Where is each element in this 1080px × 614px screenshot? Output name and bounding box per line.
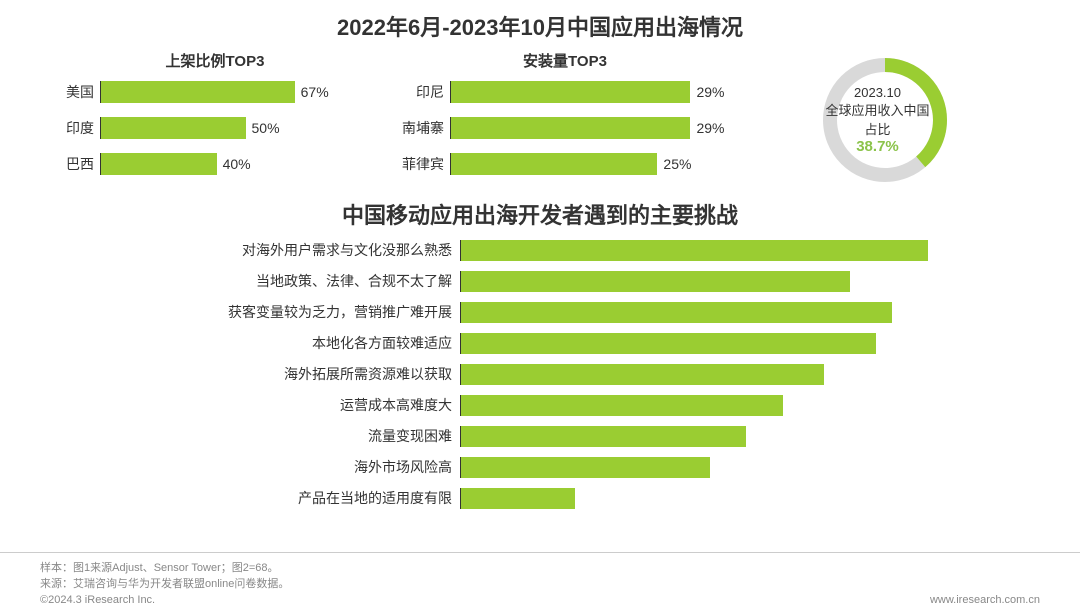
footer: 样本：图1来源Adjust、Sensor Tower；图2=68。 来源：艾瑞咨… bbox=[0, 552, 1080, 614]
challenges-chart: 对海外用户需求与文化没那么熟悉当地政策、法律、合规不太了解获客变量较为乏力，营销… bbox=[0, 230, 1080, 519]
top-chart-2-title: 安装量TOP3 bbox=[390, 50, 740, 71]
top2-label: 菲律宾 bbox=[390, 154, 450, 174]
top2-row: 菲律宾 25% bbox=[390, 149, 740, 179]
main-title: 2022年6月-2023年10月中国应用出海情况 bbox=[0, 0, 1080, 42]
challenge-row: 流量变现困难 bbox=[100, 422, 980, 450]
challenge-track bbox=[460, 333, 980, 354]
top-section: 上架比例TOP3 美国67%印度50%巴西40% 安装量TOP3 印尼29%南埔… bbox=[0, 42, 1080, 194]
top2-label: 印尼 bbox=[390, 82, 450, 102]
challenge-row: 海外拓展所需资源难以获取 bbox=[100, 360, 980, 388]
challenge-bar bbox=[461, 302, 892, 323]
top2-row: 南埔寨 29% bbox=[390, 113, 740, 143]
top1-label: 美国 bbox=[40, 82, 100, 102]
challenge-label: 获客变量较为乏力，营销推广难开展 bbox=[100, 302, 460, 322]
top2-value: 29% bbox=[690, 117, 724, 139]
challenge-bar bbox=[461, 395, 783, 416]
footer-copyright: ©2024.3 iResearch Inc. bbox=[40, 594, 155, 606]
donut-pct: 38.7% bbox=[820, 138, 935, 155]
top1-value: 40% bbox=[217, 153, 251, 175]
top1-value: 50% bbox=[246, 117, 280, 139]
top-chart-1: 上架比例TOP3 美国 67% 印度 50% 巴西 40% bbox=[40, 50, 390, 185]
challenge-bar bbox=[461, 271, 850, 292]
footer-source: 来源：艾瑞咨询与华为开发者联盟online问卷数据。 bbox=[40, 575, 1040, 591]
top2-bar bbox=[451, 117, 690, 139]
challenge-row: 当地政策、法律、合规不太了解 bbox=[100, 267, 980, 295]
challenge-bar bbox=[461, 426, 746, 447]
top2-value: 29% bbox=[690, 81, 724, 103]
top1-track: 67% bbox=[100, 81, 390, 103]
challenge-track bbox=[460, 426, 980, 447]
challenge-row: 获客变量较为乏力，营销推广难开展 bbox=[100, 298, 980, 326]
top2-track: 25% bbox=[450, 153, 740, 175]
challenge-label: 海外拓展所需资源难以获取 bbox=[100, 364, 460, 384]
top2-bar bbox=[451, 153, 657, 175]
top2-label: 南埔寨 bbox=[390, 118, 450, 138]
top1-bar bbox=[101, 117, 246, 139]
challenge-label: 当地政策、法律、合规不太了解 bbox=[100, 271, 460, 291]
challenge-row: 本地化各方面较难适应 bbox=[100, 329, 980, 357]
challenge-label: 本地化各方面较难适应 bbox=[100, 333, 460, 353]
challenge-label: 海外市场风险高 bbox=[100, 457, 460, 477]
top2-track: 29% bbox=[450, 117, 740, 139]
footer-sample: 样本：图1来源Adjust、Sensor Tower；图2=68。 bbox=[40, 559, 1040, 575]
top2-bar bbox=[451, 81, 690, 103]
challenge-bar bbox=[461, 333, 876, 354]
top-chart-1-title: 上架比例TOP3 bbox=[40, 50, 390, 71]
challenge-row: 运营成本高难度大 bbox=[100, 391, 980, 419]
challenge-track bbox=[460, 457, 980, 478]
top1-bar bbox=[101, 153, 217, 175]
top1-label: 印度 bbox=[40, 118, 100, 138]
challenge-track bbox=[460, 271, 980, 292]
challenge-label: 运营成本高难度大 bbox=[100, 395, 460, 415]
top2-value: 25% bbox=[657, 153, 691, 175]
donut-center-label: 2023.10 全球应用收入中国占比 38.7% bbox=[805, 85, 935, 155]
challenge-bar bbox=[461, 240, 928, 261]
top1-track: 50% bbox=[100, 117, 390, 139]
donut-chart: 2023.10 全球应用收入中国占比 38.7% bbox=[740, 50, 1000, 190]
challenge-track bbox=[460, 364, 980, 385]
footer-url: www.iresearch.com.cn bbox=[930, 594, 1040, 606]
top-chart-2: 安装量TOP3 印尼 29% 南埔寨 29% 菲律宾 25% bbox=[390, 50, 740, 185]
top2-row: 印尼 29% bbox=[390, 77, 740, 107]
mid-title: 中国移动应用出海开发者遇到的主要挑战 bbox=[0, 198, 1080, 230]
challenge-bar bbox=[461, 488, 575, 509]
top2-track: 29% bbox=[450, 81, 740, 103]
challenge-track bbox=[460, 302, 980, 323]
challenge-row: 产品在当地的适用度有限 bbox=[100, 484, 980, 512]
challenge-row: 对海外用户需求与文化没那么熟悉 bbox=[100, 236, 980, 264]
challenge-label: 流量变现困难 bbox=[100, 426, 460, 446]
challenge-label: 产品在当地的适用度有限 bbox=[100, 488, 460, 508]
top1-label: 巴西 bbox=[40, 154, 100, 174]
challenge-track bbox=[460, 395, 980, 416]
challenge-row: 海外市场风险高 bbox=[100, 453, 980, 481]
challenge-bar bbox=[461, 457, 710, 478]
challenge-label: 对海外用户需求与文化没那么熟悉 bbox=[100, 240, 460, 260]
challenge-bar bbox=[461, 364, 824, 385]
donut-line1: 2023.10 bbox=[820, 85, 935, 100]
top1-row: 美国 67% bbox=[40, 77, 390, 107]
challenge-track bbox=[460, 240, 980, 261]
top1-bar bbox=[101, 81, 295, 103]
donut-line2: 全球应用收入中国占比 bbox=[820, 100, 935, 138]
top1-track: 40% bbox=[100, 153, 390, 175]
top1-row: 印度 50% bbox=[40, 113, 390, 143]
top1-row: 巴西 40% bbox=[40, 149, 390, 179]
challenge-track bbox=[460, 488, 980, 509]
top1-value: 67% bbox=[295, 81, 329, 103]
